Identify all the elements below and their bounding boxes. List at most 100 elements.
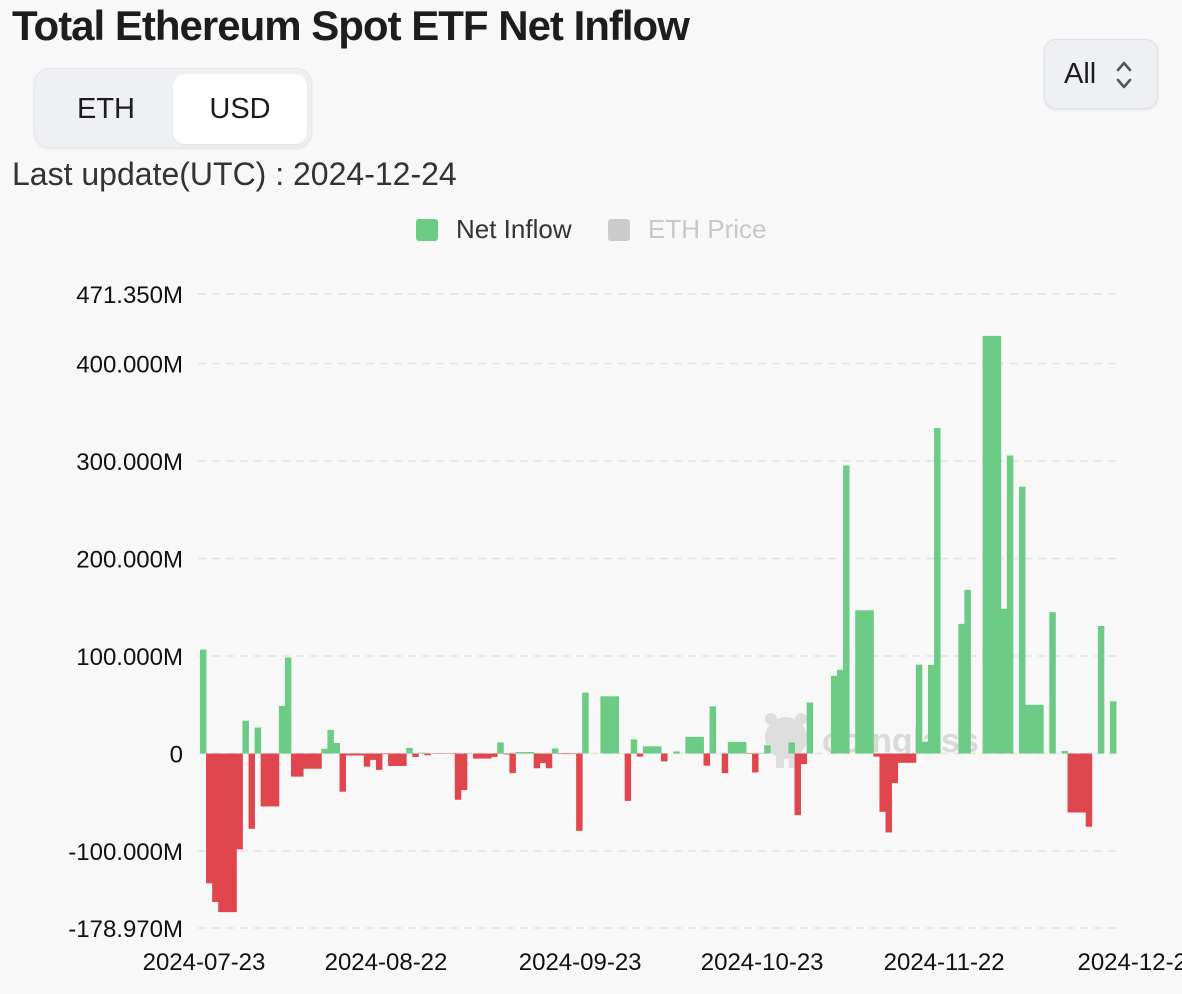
inflow-bar[interactable] [636,753,644,757]
inflow-bar[interactable] [661,753,668,762]
inflow-bar[interactable] [843,465,850,754]
inflow-bar[interactable] [1006,455,1014,754]
legend-item-eth-price[interactable]: ETH Price [608,214,766,245]
inflow-bar[interactable] [915,664,923,754]
inflow-bar[interactable] [406,747,413,754]
inflow-bar[interactable] [242,720,249,754]
inflow-bar[interactable] [685,736,704,754]
legend-swatch-net-inflow [416,218,438,241]
inflow-bar[interactable] [752,753,759,773]
inflow-bar[interactable] [885,753,892,833]
inflow-bar[interactable] [509,753,516,774]
inflow-bar[interactable] [515,752,535,754]
inflow-bar[interactable] [424,753,431,756]
inflow-bar[interactable] [794,753,801,816]
inflow-bar[interactable] [855,610,874,754]
inflow-bar[interactable] [891,753,899,784]
inflow-bar[interactable] [345,753,365,756]
inflow-bar[interactable] [491,753,498,757]
inflow-bar[interactable] [721,753,729,774]
inflow-bar[interactable] [1085,753,1093,827]
inflow-bar[interactable] [218,753,237,913]
inflow-bar[interactable] [921,741,929,754]
inflow-bar[interactable] [764,745,771,754]
inflow-bar[interactable] [1049,612,1056,754]
inflow-bar[interactable] [788,742,795,754]
inflow-bar[interactable] [1110,701,1117,754]
inflow-bar[interactable] [260,753,280,807]
y-tick-label: 400.000M [76,352,183,379]
x-tick-label: 2024-11-22 [884,949,1005,976]
inflow-bar[interactable] [964,589,971,754]
inflow-bar[interactable] [1025,704,1044,754]
inflow-bar[interactable] [934,428,941,754]
inflow-bar[interactable] [830,675,838,754]
inflow-bar[interactable] [297,753,304,777]
inflow-bar[interactable] [1097,626,1105,754]
inflow-bar[interactable] [897,753,917,763]
inflow-bar[interactable] [551,748,559,754]
inflow-bar[interactable] [236,753,243,850]
toggle-usd-option[interactable]: USD [173,74,307,144]
inflow-bar[interactable] [600,696,619,754]
inflow-bar[interactable] [248,753,255,829]
inflow-bar[interactable] [642,746,662,754]
inflow-bar[interactable] [539,753,547,764]
inflow-bar[interactable] [624,753,632,801]
inflow-bar[interactable] [206,753,213,884]
inflow-bar[interactable] [388,753,407,767]
inflow-bar[interactable] [982,335,1002,754]
inflow-bar[interactable] [1000,608,1008,754]
inflow-bar[interactable] [412,753,419,757]
coinglass-logo-icon [765,713,807,768]
inflow-bar[interactable] [576,753,583,831]
inflow-bar[interactable] [1061,751,1068,754]
inflow-bar[interactable] [879,753,886,812]
inflow-bar[interactable] [460,753,468,791]
inflow-bar[interactable] [473,753,492,759]
toggle-eth-option[interactable]: ETH [77,92,135,125]
inflow-bar[interactable] [545,753,553,769]
inflow-bar[interactable] [454,753,462,800]
inflow-bar[interactable] [503,753,510,755]
inflow-bar[interactable] [254,727,262,754]
inflow-bar[interactable] [800,753,808,765]
inflow-bar[interactable] [363,753,371,767]
inflow-bar[interactable] [212,753,219,902]
inflow-bar[interactable] [375,753,383,770]
inflow-bar[interactable] [673,751,680,754]
y-tick-label: -178.970M [68,916,183,943]
inflow-bar[interactable] [958,623,965,754]
inflow-bar[interactable] [709,706,717,754]
inflow-bar[interactable] [333,742,340,754]
time-range-value: All [1064,57,1097,90]
inflow-bar[interactable] [727,741,747,754]
inflow-bar[interactable] [703,753,710,766]
inflow-bar[interactable] [806,702,814,754]
chart-legend: Net Inflow ETH Price [0,214,1182,248]
inflow-bar[interactable] [321,748,328,754]
inflow-bar[interactable] [327,729,334,754]
inflow-bar[interactable] [533,753,541,769]
inflow-bar[interactable] [369,753,377,760]
inflow-bar[interactable] [284,657,292,754]
inflow-bar[interactable] [278,705,286,754]
inflow-bar[interactable] [291,753,298,777]
inflow-bar[interactable] [382,753,389,755]
inflow-bar[interactable] [1019,486,1026,754]
inflow-bar[interactable] [928,664,935,754]
inflow-bar[interactable] [557,753,577,755]
inflow-bar[interactable] [497,742,504,754]
legend-item-net-inflow[interactable]: Net Inflow [416,214,572,245]
inflow-bar[interactable] [339,753,346,792]
inflow-bar[interactable] [418,752,425,754]
inflow-bar[interactable] [1067,753,1087,813]
inflow-bar[interactable] [303,753,322,769]
inflow-bar[interactable] [873,753,880,757]
inflow-bar[interactable] [630,739,638,754]
time-range-select[interactable]: All [1044,39,1158,109]
inflow-bar[interactable] [582,692,589,754]
inflow-bar[interactable] [200,649,207,754]
inflow-bar[interactable] [837,669,844,754]
